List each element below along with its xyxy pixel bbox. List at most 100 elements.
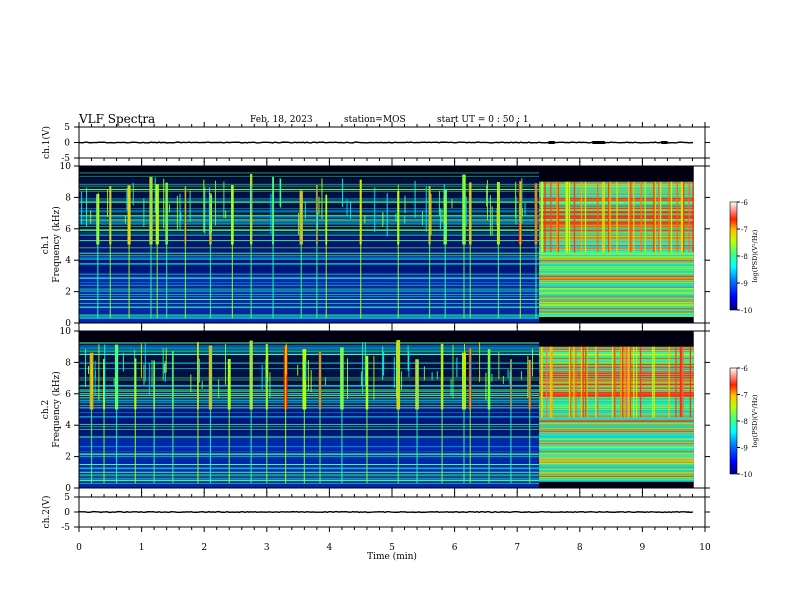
sferic-burst	[519, 181, 521, 319]
waveform-trace	[78, 141, 694, 144]
sferic-burst	[463, 174, 465, 319]
sferic-burst	[469, 182, 471, 319]
colorbar-tick-label: -10	[741, 307, 752, 315]
sferic-burst	[444, 189, 446, 319]
sferic-burst	[300, 190, 302, 319]
x-axis-label: Time (min)	[367, 551, 417, 562]
sferic-burst	[166, 182, 168, 319]
sferic-burst	[441, 343, 443, 484]
sferic-burst	[510, 359, 512, 484]
y-tick-label: 5	[64, 493, 70, 503]
colorbar	[729, 201, 738, 311]
sferic-burst	[397, 340, 399, 484]
sferic-burst	[153, 360, 155, 484]
x-tick-label: 4	[327, 543, 333, 553]
sferic-burst	[197, 342, 199, 484]
sferic-burst	[209, 193, 212, 319]
waveform-burst	[548, 141, 555, 144]
sferic-burst	[150, 176, 152, 319]
x-tick-label: 7	[514, 543, 520, 553]
sferic-burst	[488, 349, 490, 484]
channel-label: ch.1	[41, 235, 51, 254]
sferic-burst	[463, 352, 465, 484]
colorbar-tick-label: -6	[741, 199, 748, 207]
noise-band	[79, 437, 540, 488]
sferic-burst	[172, 351, 174, 484]
noise-band	[79, 272, 540, 323]
y-tick-label: 5	[64, 123, 70, 133]
waveform-burst	[592, 141, 605, 144]
colorbar-tick-label: -9	[741, 280, 748, 288]
sferic-burst	[250, 340, 252, 484]
x-tick-label: 9	[640, 543, 646, 553]
start-time-label: start UT = 0 : 50 : 1	[437, 115, 529, 125]
y-axis-label: Frequency (kHz)	[51, 206, 62, 283]
x-tick-label: 10	[699, 543, 711, 553]
y-tick-label: -5	[61, 523, 70, 533]
sferic-burst	[115, 344, 118, 484]
y-tick-label: 8	[65, 193, 71, 203]
sferic-burst	[231, 185, 233, 319]
y-axis-label: ch.1(V)	[41, 126, 52, 159]
y-tick-label: 4	[65, 421, 71, 431]
y-tick-label: -5	[61, 154, 70, 164]
sferic-burst	[529, 359, 531, 484]
y-tick-label: 6	[65, 225, 71, 235]
sferic-burst	[469, 348, 471, 484]
sferic-burst	[103, 359, 105, 484]
x-tick-label: 2	[201, 543, 207, 553]
channel-label: ch.2	[41, 400, 51, 419]
colorbar-tick-label: -7	[741, 226, 748, 234]
sferic-burst	[184, 186, 187, 319]
colorbar-tick-label: -7	[741, 392, 748, 400]
sferic-burst	[341, 347, 343, 484]
sferic-burst	[497, 181, 500, 319]
x-tick-label: 8	[577, 543, 583, 553]
colorbar	[729, 367, 738, 475]
sferic-burst	[428, 186, 431, 319]
y-tick-label: 10	[60, 162, 72, 172]
sferic-burst	[250, 174, 252, 319]
colorbar-tick-label: -8	[741, 253, 748, 261]
colorbar-label: log(PSD)(V²/Hz)	[751, 394, 759, 447]
date-label: Feb. 18, 2023	[250, 115, 313, 125]
waveform-burst	[661, 141, 668, 144]
colorbar-label: log(PSD)(V²/Hz)	[751, 229, 759, 282]
sferic-burst	[319, 351, 321, 484]
sferic-burst	[109, 186, 111, 319]
sferic-burst	[128, 185, 130, 319]
sferic-burst	[535, 183, 537, 319]
sferic-burst	[397, 191, 399, 319]
y-tick-label: 0	[64, 508, 70, 518]
chart-title: VLF Spectra	[79, 112, 156, 126]
sferic-burst	[90, 352, 93, 484]
x-tick-label: 6	[452, 543, 458, 553]
y-tick-label: 8	[65, 358, 71, 368]
sferic-burst	[228, 359, 230, 484]
y-tick-label: 2	[65, 453, 71, 463]
waveform-trace	[78, 510, 694, 514]
sferic-burst	[416, 359, 418, 484]
sferic-burst	[325, 194, 327, 319]
x-tick-label: 5	[389, 543, 395, 553]
y-tick-label: 6	[65, 390, 71, 400]
y-tick-label: 0	[65, 484, 71, 494]
sferic-burst	[134, 358, 136, 484]
x-tick-label: 1	[139, 543, 145, 553]
x-tick-label: 3	[264, 543, 270, 553]
sferic-burst	[97, 194, 99, 319]
y-tick-label: 4	[65, 256, 71, 266]
y-tick-label: 0	[64, 139, 70, 149]
y-axis-label: ch.2(V)	[41, 496, 52, 529]
x-tick-label: 0	[76, 543, 82, 553]
colorbar-tick-label: -10	[741, 471, 752, 479]
sferic-burst	[360, 179, 362, 319]
sferic-burst	[316, 184, 318, 319]
sferic-burst	[156, 184, 158, 319]
y-tick-label: 0	[65, 319, 71, 329]
y-axis-label: Frequency (kHz)	[51, 371, 62, 448]
chart-marks	[78, 141, 694, 514]
sferic-burst	[272, 176, 274, 319]
sferic-burst	[284, 345, 287, 484]
